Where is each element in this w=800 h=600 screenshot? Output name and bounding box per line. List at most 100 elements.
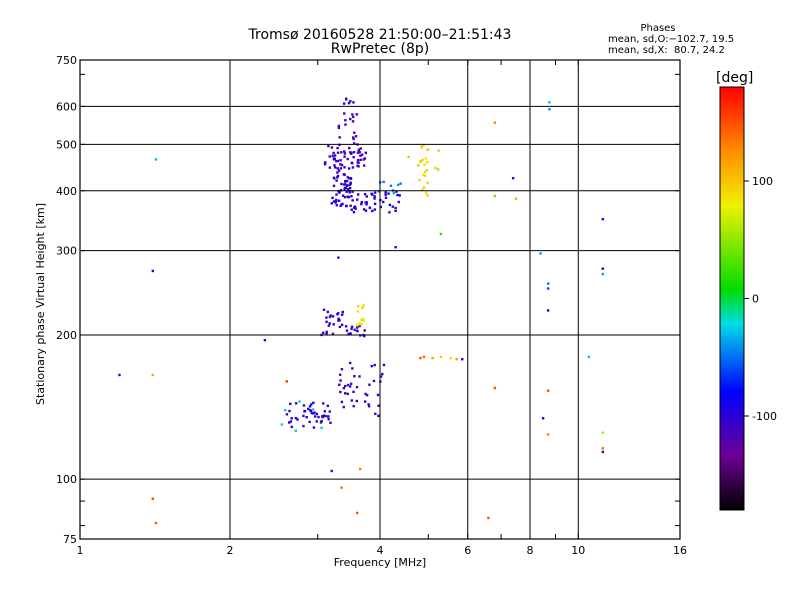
data-point xyxy=(347,101,351,105)
data-point xyxy=(331,332,335,336)
data-point xyxy=(328,155,331,158)
data-point xyxy=(354,135,358,138)
data-point xyxy=(343,150,346,153)
data-point xyxy=(298,400,301,403)
data-point xyxy=(362,164,366,167)
data-point xyxy=(360,200,364,204)
data-point xyxy=(371,193,374,196)
y-tick-label: 500 xyxy=(56,138,77,151)
data-point xyxy=(333,177,336,180)
data-point xyxy=(346,176,350,179)
data-point xyxy=(339,167,343,170)
data-point xyxy=(339,379,342,382)
data-point xyxy=(312,426,316,429)
data-point xyxy=(356,310,360,313)
data-point xyxy=(439,232,443,236)
data-point xyxy=(343,166,346,169)
data-point xyxy=(420,144,424,148)
data-point xyxy=(395,190,398,193)
x-tick-label: 8 xyxy=(527,544,534,557)
data-point xyxy=(353,131,356,134)
data-point xyxy=(367,405,371,408)
data-point xyxy=(377,190,381,193)
data-point xyxy=(347,196,351,199)
data-point xyxy=(360,202,363,206)
data-point xyxy=(325,316,328,319)
data-point xyxy=(336,313,339,316)
data-point xyxy=(347,332,350,336)
data-point xyxy=(381,372,384,376)
data-point xyxy=(353,206,356,209)
data-point xyxy=(350,399,354,402)
data-point xyxy=(377,414,380,418)
data-point xyxy=(360,153,364,156)
data-point xyxy=(313,411,316,414)
data-point xyxy=(398,194,401,197)
data-point xyxy=(324,161,327,164)
data-point xyxy=(419,159,422,163)
data-point xyxy=(601,447,605,450)
data-point xyxy=(337,124,341,128)
data-point xyxy=(396,183,400,187)
data-point xyxy=(340,367,344,371)
data-point xyxy=(118,373,121,377)
data-point xyxy=(362,317,365,321)
data-point xyxy=(389,184,393,187)
data-point xyxy=(365,203,368,206)
data-point xyxy=(342,183,346,186)
data-point xyxy=(431,356,434,360)
data-point xyxy=(154,158,158,161)
data-point xyxy=(322,402,325,405)
data-point xyxy=(394,206,397,210)
data-point xyxy=(151,497,155,500)
data-point xyxy=(345,190,348,193)
data-point xyxy=(348,385,352,388)
data-point xyxy=(346,195,349,198)
data-point xyxy=(342,405,345,409)
data-point xyxy=(328,410,331,413)
stats-o: mean, sd,O:−102.7, 19.5 xyxy=(608,34,735,45)
data-point xyxy=(394,245,397,249)
data-point xyxy=(373,191,377,194)
y-tick-label: 600 xyxy=(56,100,77,113)
data-point xyxy=(331,154,334,158)
data-point xyxy=(351,166,355,169)
data-point xyxy=(302,404,306,407)
data-point xyxy=(323,410,327,413)
data-point xyxy=(339,163,342,166)
data-point xyxy=(424,191,428,194)
data-point xyxy=(325,330,328,334)
data-point xyxy=(336,146,339,150)
data-point xyxy=(347,187,350,191)
data-point xyxy=(365,195,369,198)
data-point xyxy=(346,383,350,387)
data-point xyxy=(356,198,359,201)
data-point xyxy=(342,386,346,390)
x-tick-label: 2 xyxy=(227,544,234,557)
data-point xyxy=(377,404,380,407)
data-point xyxy=(342,102,346,105)
y-tick-label: 75 xyxy=(63,533,77,546)
data-point xyxy=(322,331,325,335)
data-point xyxy=(384,196,388,200)
data-point xyxy=(352,101,355,104)
data-point xyxy=(337,256,340,259)
data-point xyxy=(320,415,324,418)
data-point xyxy=(364,209,368,212)
data-point xyxy=(325,320,328,324)
data-point xyxy=(340,151,343,154)
data-point xyxy=(358,375,361,378)
colorbar: 100 0 -100 xyxy=(719,86,777,511)
data-point xyxy=(437,149,440,152)
data-point xyxy=(329,421,332,425)
data-point xyxy=(326,404,330,408)
data-point xyxy=(333,164,336,167)
data-point xyxy=(333,154,337,157)
data-point xyxy=(340,400,344,404)
data-point xyxy=(382,180,385,184)
data-point xyxy=(356,161,359,164)
data-point xyxy=(356,158,360,162)
data-point xyxy=(288,409,291,413)
data-point xyxy=(344,384,347,388)
data-point xyxy=(368,206,372,210)
